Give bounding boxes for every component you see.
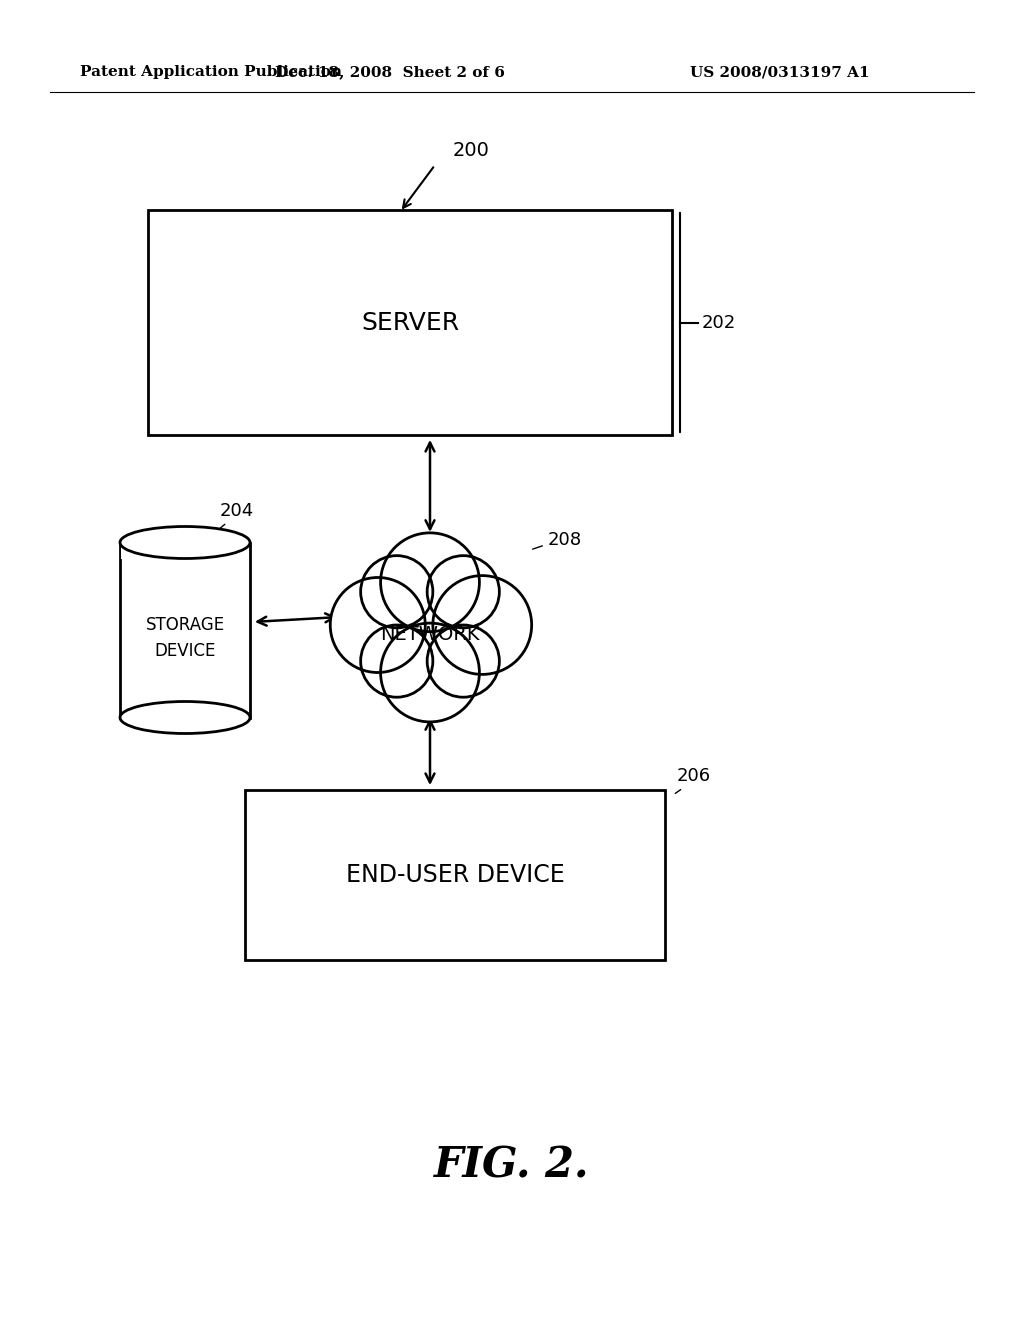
Text: END-USER DEVICE: END-USER DEVICE [346,863,564,887]
Bar [120,543,250,718]
Ellipse shape [120,527,250,558]
Bar [245,789,665,960]
Circle shape [331,578,425,672]
Text: Dec. 18, 2008  Sheet 2 of 6: Dec. 18, 2008 Sheet 2 of 6 [275,65,505,79]
Circle shape [360,556,433,628]
Bar [148,210,672,436]
Circle shape [381,533,479,632]
Text: 200: 200 [453,141,489,160]
Text: US 2008/0313197 A1: US 2008/0313197 A1 [690,65,869,79]
Text: 202: 202 [702,314,736,331]
Text: NETWORK: NETWORK [380,626,480,644]
Circle shape [427,556,500,628]
Text: 204: 204 [220,503,254,520]
Circle shape [381,623,479,722]
Circle shape [369,564,492,686]
Text: 208: 208 [548,531,582,549]
Text: SERVER: SERVER [360,310,459,334]
Text: FIG. 2.: FIG. 2. [434,1144,590,1185]
Text: 206: 206 [677,767,711,785]
Bar [121,543,249,558]
Circle shape [427,624,500,697]
Circle shape [360,624,433,697]
Text: Patent Application Publication: Patent Application Publication [80,65,342,79]
Ellipse shape [120,701,250,734]
Text: STORAGE
DEVICE: STORAGE DEVICE [145,616,224,660]
Circle shape [433,576,531,675]
